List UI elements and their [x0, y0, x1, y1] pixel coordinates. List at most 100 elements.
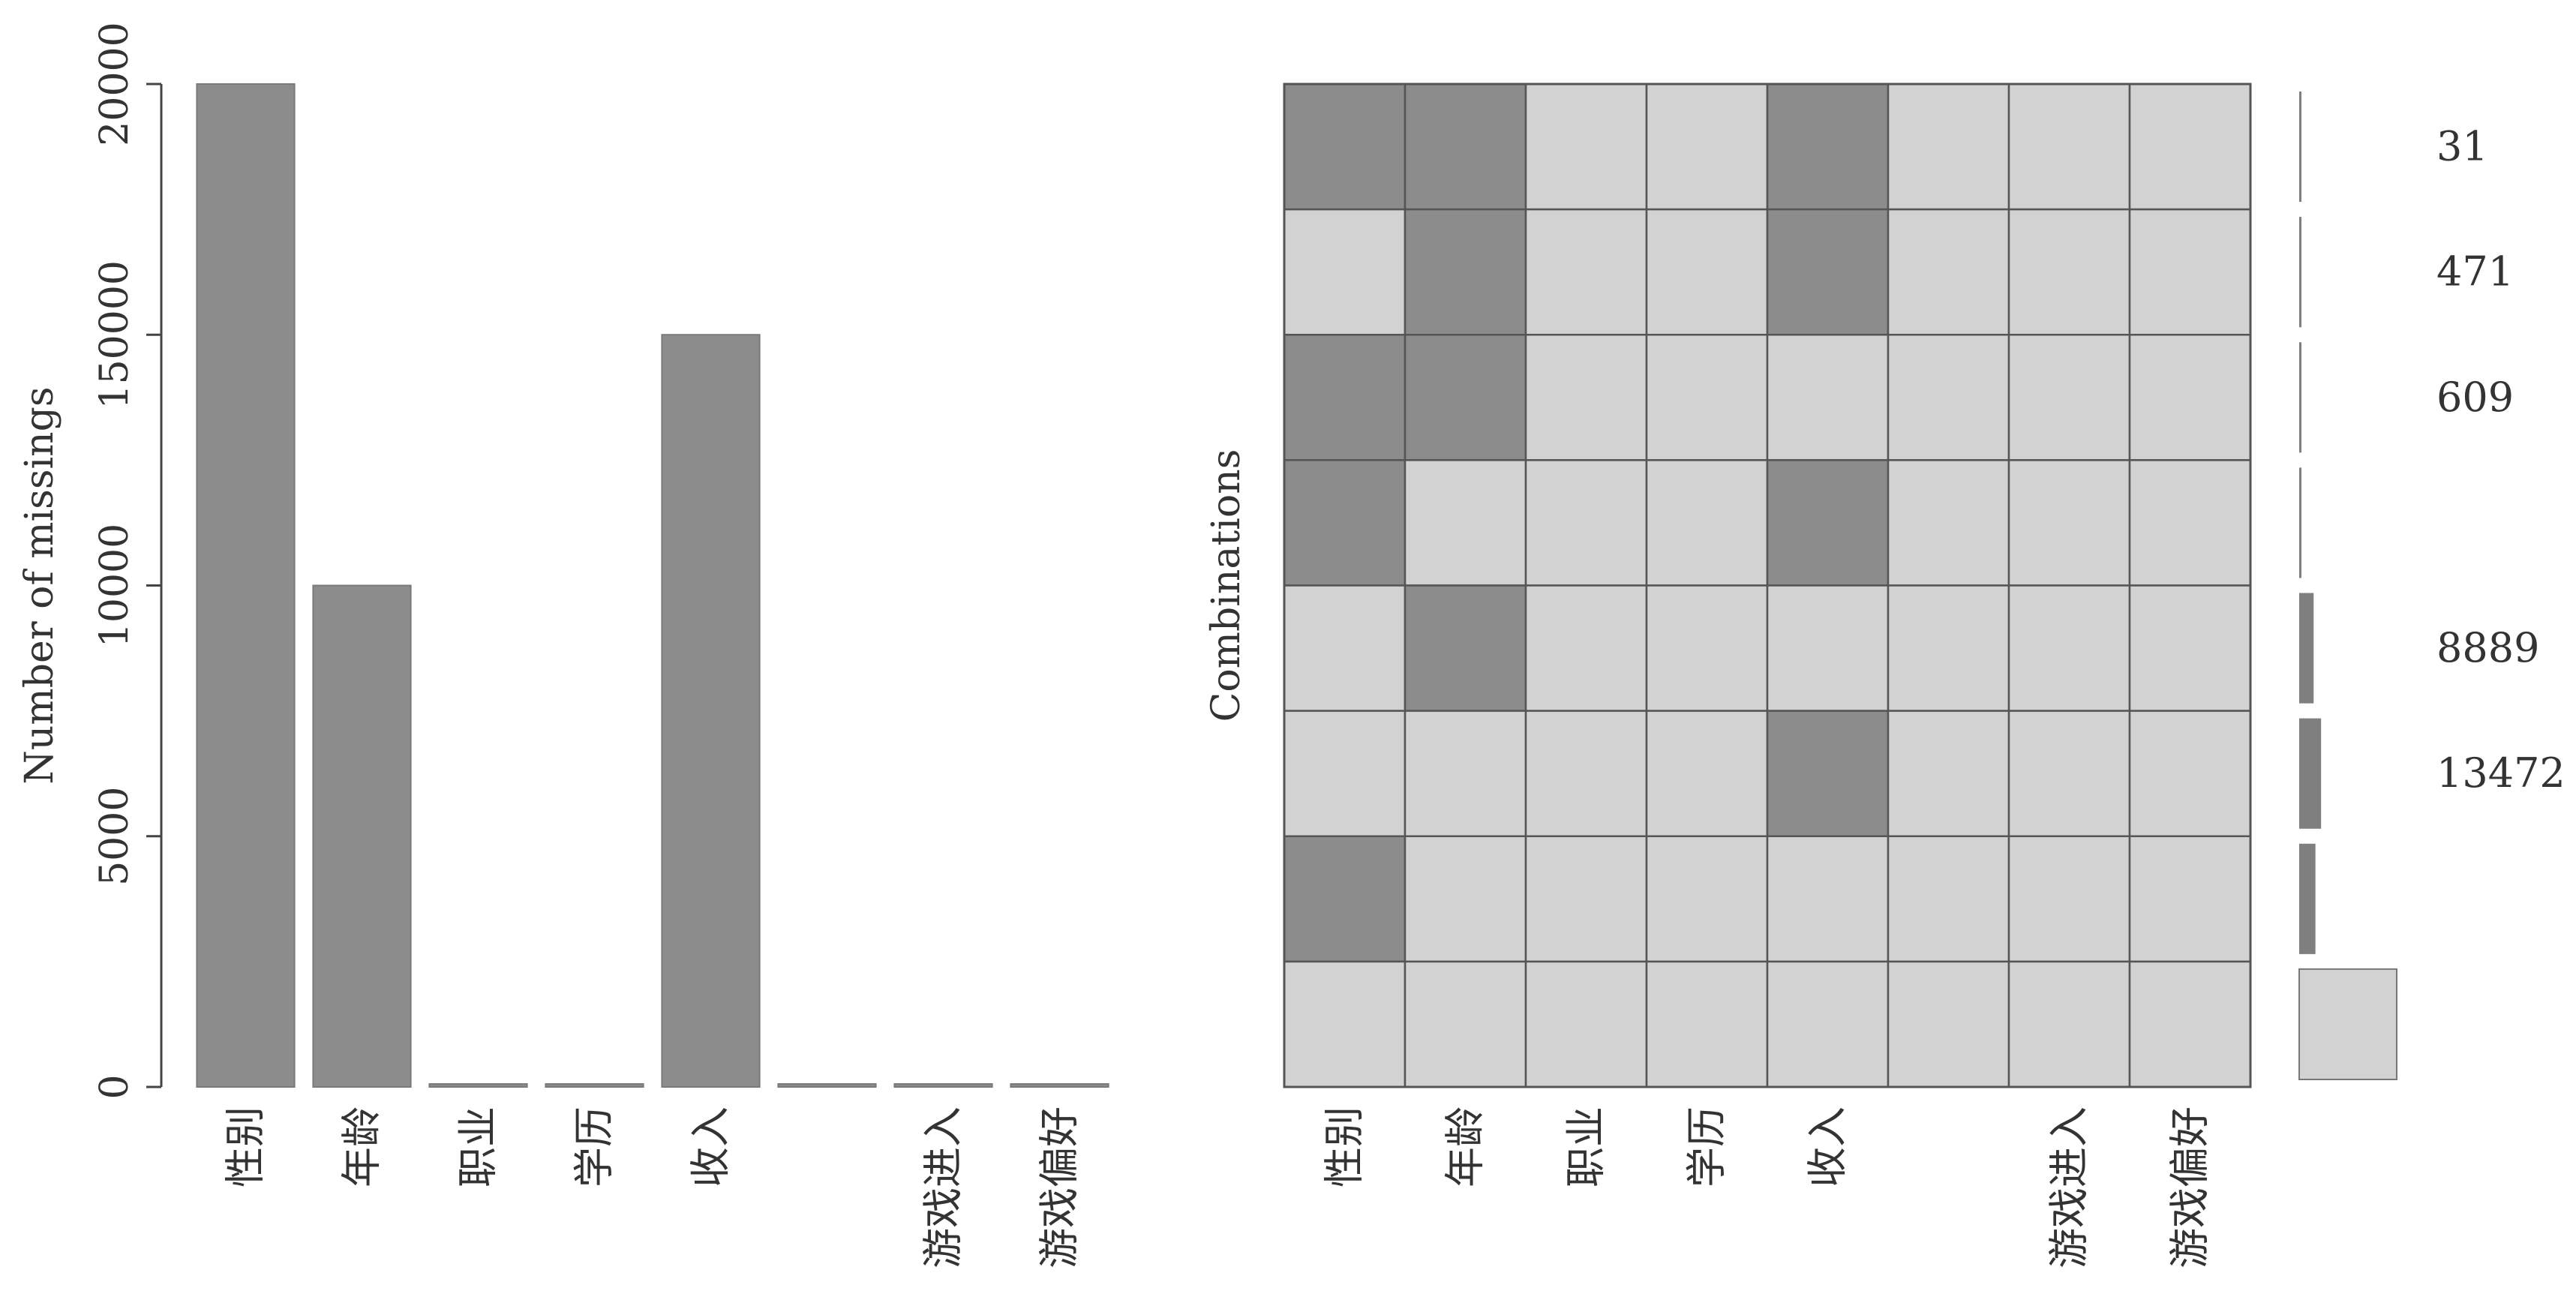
heatmap-cell: [1645, 459, 1769, 587]
x-category-label: 游戏进入: [920, 1106, 967, 1268]
heatmap-cell: [1404, 459, 1527, 587]
heatmap-cell: [1766, 584, 1890, 712]
missing-count-bar-chart: 0 5000 10000 150000 20000 Number of missings 性…: [17, 22, 1109, 1268]
y-tick-label: 20000: [92, 22, 137, 146]
heatmap-cell: [1524, 208, 1648, 336]
combination-frequency-bar: [2299, 843, 2316, 954]
heatmap-cell: [1887, 208, 2010, 336]
combination-frequency-bar: [2299, 593, 2314, 704]
heatmap-cell: [1524, 960, 1648, 1088]
heatmap-cell: [2007, 83, 2131, 211]
heatmap-cell: [1887, 835, 2010, 963]
heatmap-cell: [1524, 584, 1648, 712]
heatmap-cell: [1283, 334, 1407, 461]
combination-count-label: 609: [2436, 374, 2514, 421]
bar: [893, 1083, 993, 1088]
x-category-label: 游戏偏好: [2166, 1106, 2214, 1268]
heatmap-cell: [1404, 710, 1527, 837]
x-category-label: 性别: [1321, 1106, 1368, 1187]
heatmap-cell: [1524, 710, 1648, 837]
heatmap-cell: [1283, 960, 1407, 1088]
heatmap-cell: [1645, 208, 1769, 336]
heatmap-cell: [1766, 334, 1890, 461]
y-tick-label: 5000: [92, 787, 137, 886]
heatmap-border: [1283, 83, 2252, 1088]
heatmap-cell: [1887, 710, 2010, 837]
heatmap-cell: [1887, 584, 2010, 712]
bar: [545, 1083, 644, 1088]
heatmap-cell: [1283, 710, 1407, 837]
heatmap-cell: [2007, 459, 2131, 587]
bar: [661, 334, 761, 1088]
heatmap-cell: [1283, 459, 1407, 587]
heatmap-cell: [1404, 584, 1527, 712]
combination-frequency-bar: [2298, 968, 2397, 1080]
bar: [428, 1083, 528, 1088]
combination-frequency-bar: [2299, 342, 2301, 453]
bar: [196, 83, 296, 1088]
heatmap-cell: [1887, 960, 2010, 1088]
heatmap-cell: [1404, 334, 1527, 461]
x-category-label: 游戏进入: [2046, 1106, 2093, 1268]
heatmap-cell: [1404, 208, 1527, 336]
x-category-label: 收入: [1804, 1106, 1851, 1187]
heatmap-cell: [1404, 835, 1527, 963]
combination-frequency-bar: [2299, 217, 2301, 328]
combination-count-label: 13472: [2436, 749, 2565, 797]
heatmap-cell: [2007, 208, 2131, 336]
x-category-label: 学历: [571, 1106, 618, 1187]
heatmap-cell: [1887, 459, 2010, 587]
heatmap-cell: [1645, 960, 1769, 1088]
heatmap-cell: [2128, 459, 2252, 587]
heatmap-cell: [2007, 334, 2131, 461]
heatmap-cell: [1283, 835, 1407, 963]
y-tick-label: 0: [92, 1074, 137, 1099]
heatmap-cell: [1524, 334, 1648, 461]
x-category-label: 学历: [1683, 1106, 1731, 1187]
heatmap-cell: [1766, 83, 1890, 211]
x-category-label: 游戏偏好: [1036, 1106, 1083, 1268]
y-axis-title: Number of missings: [17, 386, 62, 784]
heatmap-cell: [1645, 835, 1769, 963]
heatmap-cell: [2007, 960, 2131, 1088]
heatmap-cell: [1766, 835, 1890, 963]
combination-count-label: 8889: [2436, 624, 2539, 671]
heatmap-cell: [1404, 960, 1527, 1088]
y-axis-title: Combinations: [1204, 449, 1249, 722]
heatmap-cell: [2007, 584, 2131, 712]
heatmap-cell: [2128, 334, 2252, 461]
heatmap-cell: [1645, 710, 1769, 837]
heatmap-cell: [1404, 83, 1527, 211]
combination-frequency-bar: [2299, 467, 2301, 578]
x-category-label: 年龄: [1442, 1106, 1489, 1187]
heatmap-cell: [2007, 835, 2131, 963]
heatmap-cell: [1766, 960, 1890, 1088]
heatmap-cell: [2128, 960, 2252, 1088]
heatmap-cell: [1887, 334, 2010, 461]
heatmap-cell: [1524, 83, 1648, 211]
heatmap-cell: [1283, 83, 1407, 211]
heatmap-cell: [1645, 584, 1769, 712]
combination-frequency-bar: [2299, 92, 2301, 203]
bar: [312, 584, 412, 1088]
y-tick-label: 150000: [92, 260, 137, 410]
heatmap-cell: [1766, 208, 1890, 336]
bar: [777, 1083, 877, 1088]
combination-count-label: 471: [2436, 248, 2514, 296]
heatmap-cell: [1524, 835, 1648, 963]
combination-count-label: 31: [2436, 123, 2488, 170]
heatmap-cell: [1283, 208, 1407, 336]
missing-combinations-heatmap: 性别 年龄 职业 学历 收入 游戏进入 游戏偏好 Combinations 31 471 609 88…: [1204, 83, 2565, 1268]
heatmap-cell: [1766, 710, 1890, 837]
heatmap-cell: [1283, 584, 1407, 712]
heatmap-cell: [1645, 334, 1769, 461]
bar: [1010, 1083, 1109, 1088]
heatmap-cell: [1887, 83, 2010, 211]
x-category-label: 职业: [455, 1106, 502, 1187]
heatmap-cell: [2007, 710, 2131, 837]
heatmap-cell: [2128, 835, 2252, 963]
heatmap-cell: [2128, 710, 2252, 837]
heatmap-cell: [1645, 83, 1769, 211]
x-category-label: 收入: [687, 1106, 734, 1187]
